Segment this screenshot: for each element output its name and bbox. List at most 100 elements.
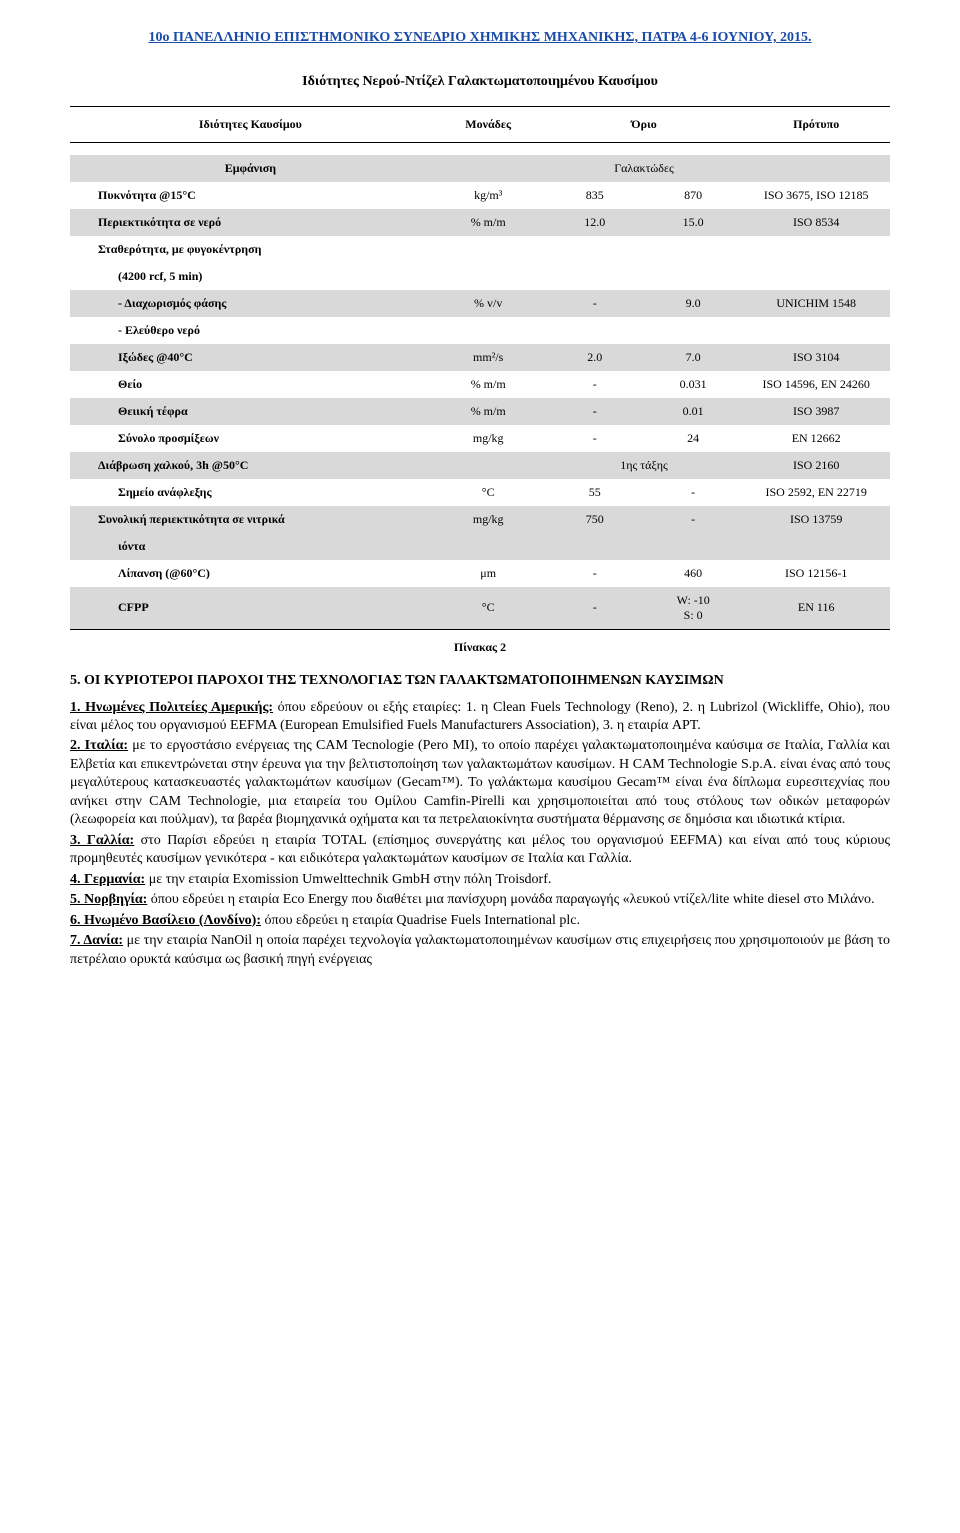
col-property: Ιδιότητες Καυσίμου <box>70 107 431 143</box>
cell: ISO 14596, EN 24260 <box>742 371 890 398</box>
cell: 870 <box>644 182 742 209</box>
cell: 7.0 <box>644 344 742 371</box>
cell: ISO 3987 <box>742 398 890 425</box>
cell: ISO 3104 <box>742 344 890 371</box>
table-row: Πυκνότητα @15°C kg/m³ 835 870 ISO 3675, … <box>70 182 890 209</box>
paragraph-1: 1. Ηνωμένες Πολιτείες Αμερικής: όπου εδρ… <box>70 699 890 736</box>
cell: % m/m <box>431 398 546 425</box>
p7-lead: 7. Δανία: <box>70 933 123 948</box>
table-row: - Ελεύθερο νερό <box>70 317 890 344</box>
table-row: Εμφάνιση Γαλακτώδες <box>70 155 890 182</box>
table-row: Θείο % m/m - 0.031 ISO 14596, EN 24260 <box>70 371 890 398</box>
table-row: CFPP °C - W: -10 S: 0 EN 116 <box>70 587 890 630</box>
freewater-label: - Ελεύθερο νερό <box>70 317 431 344</box>
stability-l1: Σταθερότητα, με φυγοκέντρηση <box>70 236 431 263</box>
page-header: 10ο ΠΑΝΕΛΛΗΝΙΟ ΕΠΙΣΤΗΜΟΝΙΚΟ ΣΥΝΕΔΡΙΟ ΧΗΜ… <box>70 30 890 46</box>
cell: - <box>546 560 644 587</box>
cell: ISO 3675, ISO 12185 <box>742 182 890 209</box>
paragraph-2: 2. Ιταλία: με το εργοστάσιο ενέργειας τη… <box>70 737 890 829</box>
p3-rest: στο Παρίσι εδρεύει η εταιρία TOTAL (επίσ… <box>70 833 890 866</box>
cell: 12.0 <box>546 209 644 236</box>
cfpp-label: CFPP <box>70 587 431 630</box>
table-row: Περιεκτικότητα σε νερό % m/m 12.0 15.0 I… <box>70 209 890 236</box>
cell: μm <box>431 560 546 587</box>
cell: - <box>546 371 644 398</box>
cell: mm²/s <box>431 344 546 371</box>
nit-l2: ιόντα <box>70 533 431 560</box>
properties-table: Ιδιότητες Καυσίμου Μονάδες Όριο Πρότυπο … <box>70 106 890 630</box>
cell: - <box>546 290 644 317</box>
sulfur-label: Θείο <box>70 371 431 398</box>
appearance-value: Γαλακτώδες <box>546 155 743 182</box>
col-units: Μονάδες <box>431 107 546 143</box>
appearance-label: Εμφάνιση <box>70 155 431 182</box>
cell: 2.0 <box>546 344 644 371</box>
cell: - <box>644 506 742 533</box>
copper-label: Διάβρωση χαλκού, 3h @50°C <box>70 452 431 479</box>
p5-rest: όπου εδρεύει η εταιρία Eco Energy που δι… <box>147 892 874 907</box>
table-row: Σταθερότητα, με φυγοκέντρηση <box>70 236 890 263</box>
cell: ISO 13759 <box>742 506 890 533</box>
table-row: Θειική τέφρα % m/m - 0.01 ISO 3987 <box>70 398 890 425</box>
cfpp-w: W: -10 <box>677 593 710 607</box>
p4-rest: με την εταιρία Exomission Umwelttechnik … <box>145 872 551 887</box>
p4-lead: 4. Γερμανία: <box>70 872 145 887</box>
cell: - <box>644 479 742 506</box>
additives-label: Σύνολο προσμίξεων <box>70 425 431 452</box>
section-title: 5. ΟΙ ΚΥΡΙΟΤΕΡΟΙ ΠΑΡΟΧΟΙ ΤΗΣ ΤΕΧΝΟΛΟΓΙΑΣ… <box>70 673 890 689</box>
paragraph-7: 7. Δανία: με την εταιρία NanOil η οποία … <box>70 932 890 969</box>
paragraph-6: 6. Ηνωμένο Βασίλειο (Λονδίνο): όπου εδρε… <box>70 912 890 930</box>
p5-lead: 5. Νορβηγία: <box>70 892 147 907</box>
cell: 750 <box>546 506 644 533</box>
cfpp-s: S: 0 <box>684 608 703 622</box>
visc-label: Ιξώδες @40°C <box>70 344 431 371</box>
table-row: (4200 rcf, 5 min) <box>70 263 890 290</box>
paragraph-5: 5. Νορβηγία: όπου εδρεύει η εταιρία Eco … <box>70 891 890 909</box>
table-header-row: Ιδιότητες Καυσίμου Μονάδες Όριο Πρότυπο <box>70 107 890 143</box>
cell: % m/m <box>431 371 546 398</box>
cell: 1ης τάξης <box>546 452 743 479</box>
cell: 9.0 <box>644 290 742 317</box>
cell: mg/kg <box>431 425 546 452</box>
table-row: Λίπανση (@60°C) μm - 460 ISO 12156-1 <box>70 560 890 587</box>
col-standard: Πρότυπο <box>742 107 890 143</box>
lubr-label: Λίπανση (@60°C) <box>70 560 431 587</box>
cell: ISO 8534 <box>742 209 890 236</box>
water-label: Περιεκτικότητα σε νερό <box>70 209 431 236</box>
table-row: Σημείο ανάφλεξης °C 55 - ISO 2592, EN 22… <box>70 479 890 506</box>
cell: UNICHIM 1548 <box>742 290 890 317</box>
paragraph-4: 4. Γερμανία: με την εταιρία Exomission U… <box>70 871 890 889</box>
cell: 15.0 <box>644 209 742 236</box>
phase-label: - Διαχωρισμός φάσης <box>70 290 431 317</box>
cfpp-v2: W: -10 S: 0 <box>644 587 742 630</box>
table-row: Διάβρωση χαλκού, 3h @50°C 1ης τάξης ISO … <box>70 452 890 479</box>
sulfash-label: Θειική τέφρα <box>70 398 431 425</box>
table-row: Συνολική περιεκτικότητα σε νιτρικά mg/kg… <box>70 506 890 533</box>
density-label: Πυκνότητα @15°C <box>70 182 431 209</box>
cell: % v/v <box>431 290 546 317</box>
p7-rest: με την εταιρία NanOil η οποία παρέχει τε… <box>70 933 890 966</box>
cell: EN 12662 <box>742 425 890 452</box>
p6-rest: όπου εδρεύει η εταιρία Quadrise Fuels In… <box>261 913 580 928</box>
cell: 0.031 <box>644 371 742 398</box>
p1-lead: 1. Ηνωμένες Πολιτείες Αμερικής: <box>70 700 273 715</box>
cell: - <box>546 398 644 425</box>
cell: - <box>546 587 644 630</box>
stability-l2: (4200 rcf, 5 min) <box>70 263 431 290</box>
table-row: Σύνολο προσμίξεων mg/kg - 24 EN 12662 <box>70 425 890 452</box>
table-row: - Διαχωρισμός φάσης % v/v - 9.0 UNICHIM … <box>70 290 890 317</box>
cell: 24 <box>644 425 742 452</box>
cell: ISO 2160 <box>742 452 890 479</box>
cell: - <box>546 425 644 452</box>
cell: 835 <box>546 182 644 209</box>
cell: 0.01 <box>644 398 742 425</box>
flash-label: Σημείο ανάφλεξης <box>70 479 431 506</box>
cell: % m/m <box>431 209 546 236</box>
cell: mg/kg <box>431 506 546 533</box>
cell: 460 <box>644 560 742 587</box>
table-row: Ιξώδες @40°C mm²/s 2.0 7.0 ISO 3104 <box>70 344 890 371</box>
paragraph-3: 3. Γαλλία: στο Παρίσι εδρεύει η εταιρία … <box>70 832 890 869</box>
cell: °C <box>431 587 546 630</box>
table-row: ιόντα <box>70 533 890 560</box>
header-text: 10ο ΠΑΝΕΛΛΗΝΙΟ ΕΠΙΣΤΗΜΟΝΙΚΟ ΣΥΝΕΔΡΙΟ ΧΗΜ… <box>148 30 811 45</box>
